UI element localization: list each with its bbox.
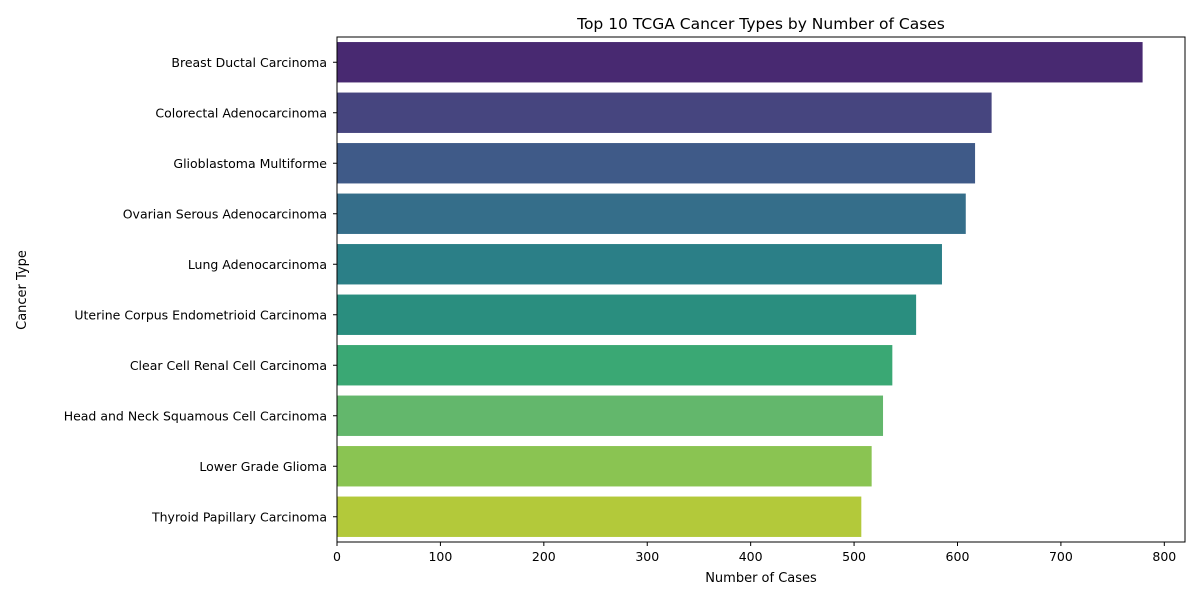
y-tick-label: Ovarian Serous Adenocarcinoma bbox=[123, 206, 327, 221]
bar bbox=[337, 496, 862, 537]
x-axis-ticks: 0 100 200 300 400 500 600 700 800 bbox=[333, 542, 1176, 564]
bar bbox=[337, 143, 976, 184]
bar bbox=[337, 345, 893, 386]
plot-frame bbox=[336, 36, 1186, 543]
x-tick-label: 600 bbox=[946, 549, 970, 564]
x-tick-label: 400 bbox=[739, 549, 763, 564]
bar bbox=[337, 92, 992, 133]
chart-title: Top 10 TCGA Cancer Types by Number of Ca… bbox=[576, 15, 945, 33]
y-tick-label: Head and Neck Squamous Cell Carcinoma bbox=[64, 408, 327, 423]
y-tick-label: Colorectal Adenocarcinoma bbox=[155, 105, 327, 120]
y-tick-label: Clear Cell Renal Cell Carcinoma bbox=[130, 358, 327, 373]
bar bbox=[337, 42, 1143, 83]
bars-group bbox=[337, 42, 1143, 537]
x-tick-label: 700 bbox=[1049, 549, 1073, 564]
bar bbox=[337, 395, 884, 436]
x-tick-label: 0 bbox=[333, 549, 341, 564]
x-tick-label: 800 bbox=[1152, 549, 1176, 564]
x-tick-label: 200 bbox=[532, 549, 556, 564]
x-tick-label: 100 bbox=[428, 549, 452, 564]
x-axis-label: Number of Cases bbox=[705, 571, 817, 586]
y-tick-label: Thyroid Papillary Carcinoma bbox=[151, 509, 327, 524]
y-tick-label: Glioblastoma Multiforme bbox=[173, 156, 327, 171]
y-tick-label: Breast Ductal Carcinoma bbox=[171, 55, 327, 70]
y-axis-ticks: Breast Ductal Carcinoma Colorectal Adenoc… bbox=[64, 55, 337, 524]
y-tick-label: Uterine Corpus Endometrioid Carcinoma bbox=[74, 307, 327, 322]
y-tick-label: Lung Adenocarcinoma bbox=[188, 257, 327, 272]
bar bbox=[337, 193, 966, 234]
y-axis-label: Cancer Type bbox=[15, 250, 30, 330]
y-tick-label: Lower Grade Glioma bbox=[199, 459, 327, 474]
x-tick-label: 500 bbox=[842, 549, 866, 564]
bar bbox=[337, 294, 917, 335]
x-tick-label: 300 bbox=[635, 549, 659, 564]
bar bbox=[337, 446, 872, 487]
bar bbox=[337, 244, 942, 285]
